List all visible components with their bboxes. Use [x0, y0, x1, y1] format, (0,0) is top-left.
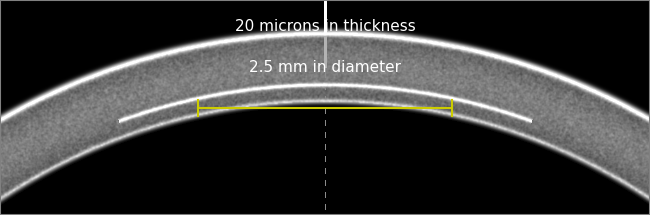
Text: 20 microns in thickness: 20 microns in thickness	[235, 19, 415, 34]
Text: 2.5 mm in diameter: 2.5 mm in diameter	[249, 60, 401, 75]
